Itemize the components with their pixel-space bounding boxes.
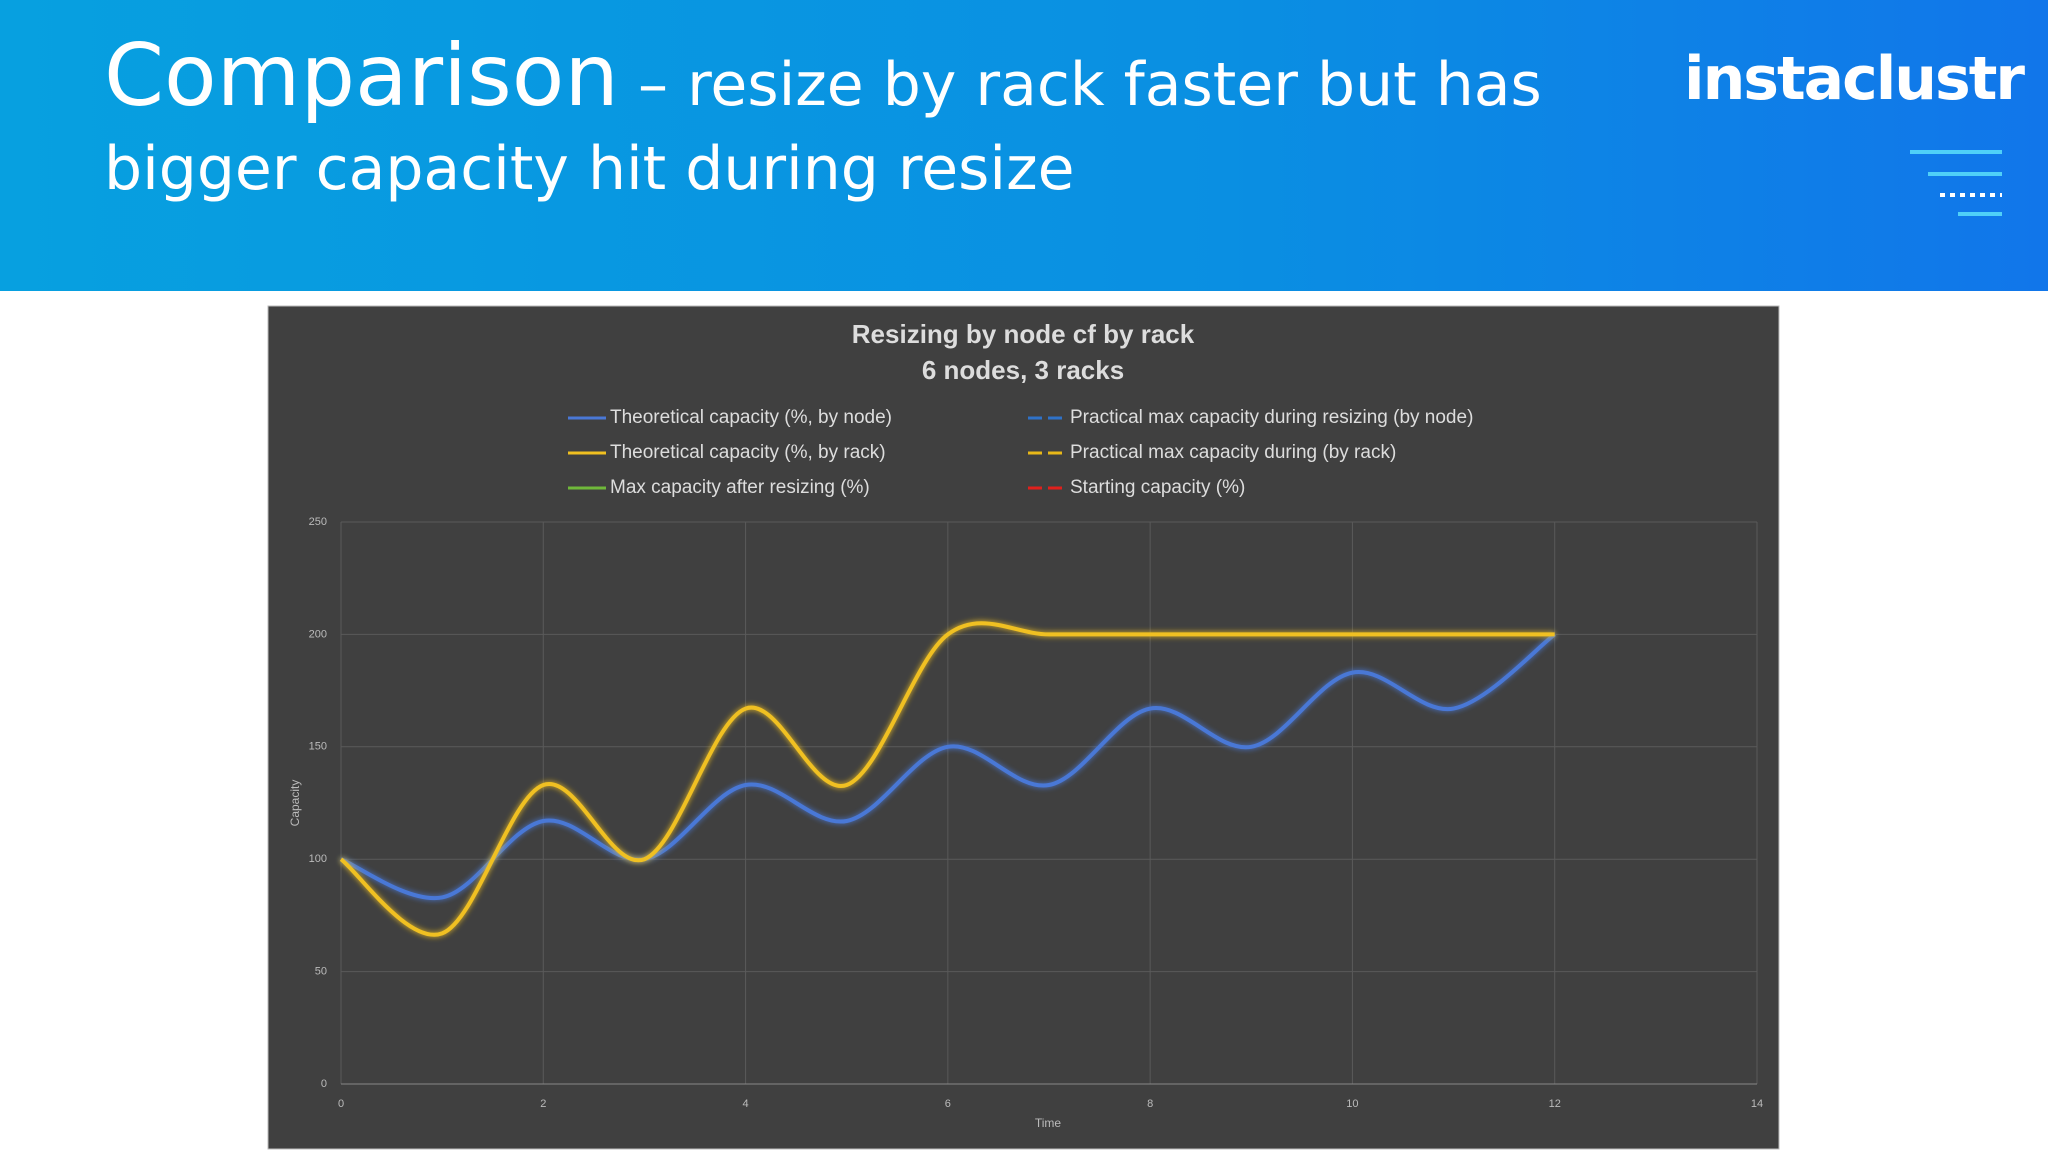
legend-label: Max capacity after resizing (%) (610, 477, 870, 498)
logo: instaclustr (1684, 44, 2025, 114)
x-tick-label: 6 (945, 1098, 951, 1110)
legend-label: Starting capacity (%) (1070, 477, 1245, 498)
decoration (1958, 212, 2002, 216)
slide-title: Comparison – resize by rack faster but h… (104, 33, 1584, 211)
y-axis-label: Capacity (288, 780, 302, 827)
chart-subtitle: 6 nodes, 3 racks (922, 355, 1124, 385)
series-line (340, 632, 1556, 901)
title-main: Comparison (104, 26, 619, 126)
legend-label: Practical max capacity during resizing (… (1070, 407, 1473, 428)
x-tick-label: 0 (338, 1098, 344, 1110)
legend-label: Theoretical capacity (%, by node) (610, 407, 892, 428)
x-axis-label: Time (1035, 1116, 1062, 1130)
header: Comparison – resize by rack faster but h… (0, 0, 2048, 291)
legend-label: Theoretical capacity (%, by rack) (610, 442, 886, 463)
x-tick-label: 4 (743, 1098, 749, 1110)
x-tick-label: 8 (1147, 1098, 1153, 1110)
y-tick-label: 250 (309, 516, 327, 528)
chart-background (267, 305, 1780, 1150)
chart-title: Resizing by node cf by rack (852, 319, 1195, 349)
y-tick-label: 0 (321, 1078, 327, 1090)
y-tick-label: 200 (309, 628, 327, 640)
y-tick-label: 150 (309, 741, 327, 753)
legend-label: Practical max capacity during (by rack) (1070, 442, 1396, 463)
x-tick-label: 14 (1751, 1098, 1763, 1110)
decoration (1940, 193, 2002, 197)
x-tick-label: 12 (1549, 1098, 1561, 1110)
decoration (1928, 172, 2002, 176)
y-tick-label: 50 (315, 966, 327, 978)
x-tick-label: 2 (540, 1098, 546, 1110)
title-rest: – resize by rack faster but has bigger c… (104, 50, 1542, 204)
decoration (1910, 150, 2002, 154)
y-tick-label: 100 (309, 853, 327, 865)
x-tick-label: 10 (1346, 1098, 1358, 1110)
